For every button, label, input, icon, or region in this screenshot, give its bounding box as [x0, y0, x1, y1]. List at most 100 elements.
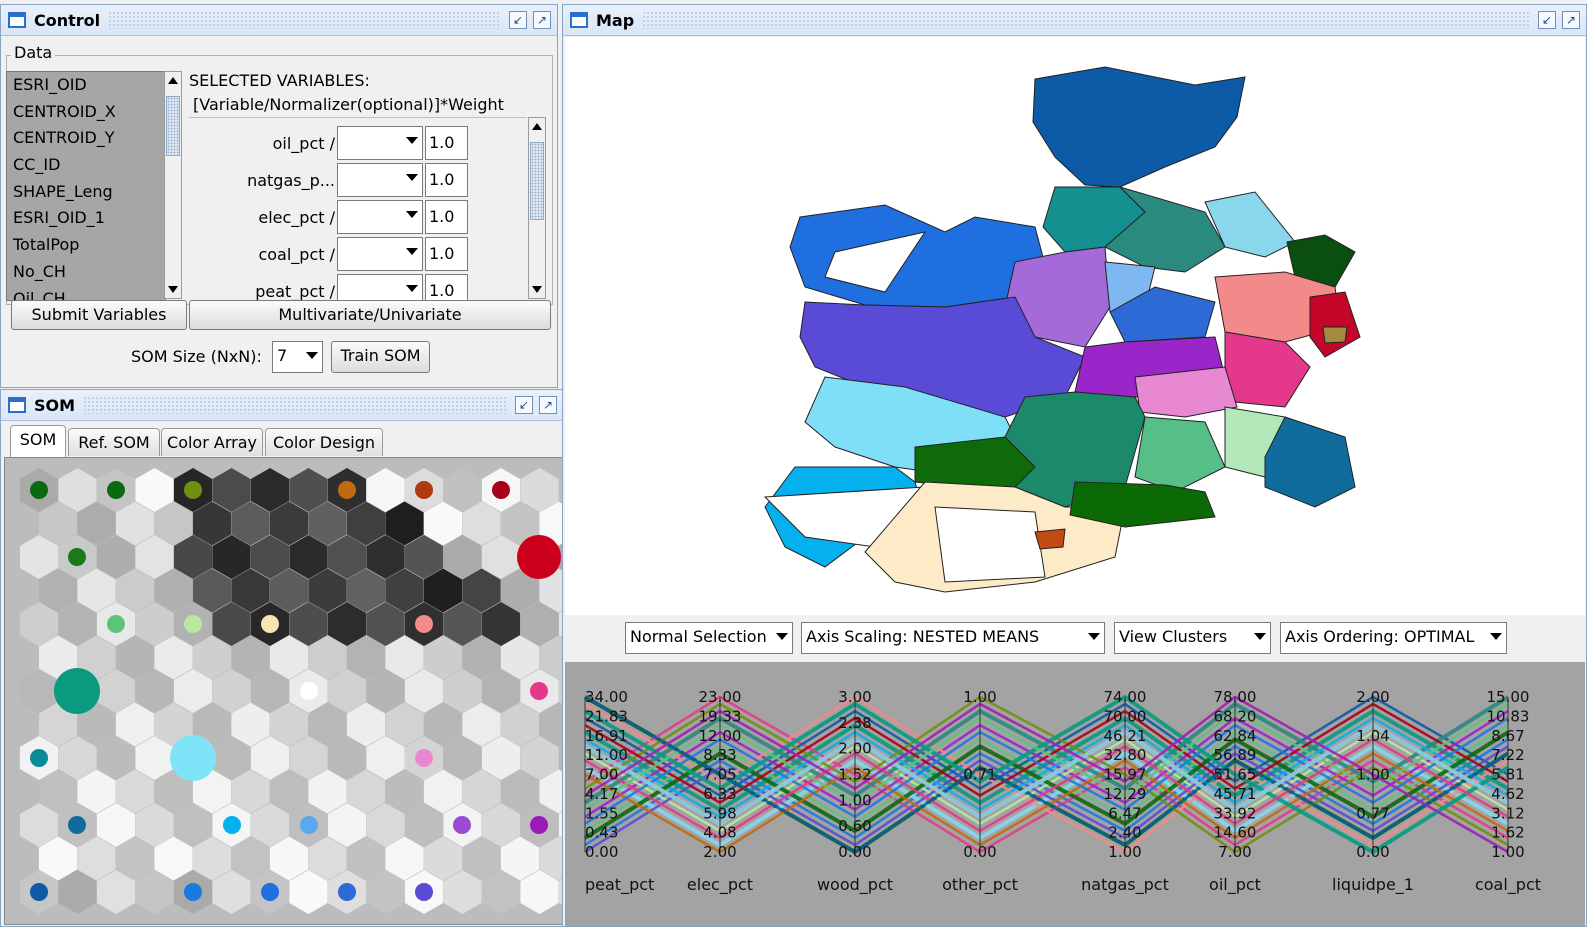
- som-node-marker[interactable]: [30, 481, 48, 499]
- som-cell[interactable]: [539, 635, 562, 680]
- som-cell[interactable]: [212, 468, 251, 512]
- normalizer-select[interactable]: [337, 126, 423, 160]
- axis-ordering-select[interactable]: Axis Ordering: OPTIMAL: [1280, 622, 1507, 654]
- som-node-marker[interactable]: [30, 883, 48, 901]
- som-cell[interactable]: [558, 669, 562, 713]
- scroll-up-icon[interactable]: [532, 123, 542, 130]
- pcp-axis-label[interactable]: other_pct: [942, 875, 1018, 895]
- som-cell[interactable]: [58, 870, 97, 914]
- som-cell[interactable]: [115, 501, 155, 546]
- som-cell[interactable]: [96, 803, 136, 847]
- som-cell[interactable]: [520, 736, 559, 780]
- pcp-series-line[interactable]: [584, 737, 1509, 840]
- som-cell[interactable]: [19, 535, 59, 579]
- pcp-axis-label[interactable]: oil_pct: [1209, 875, 1261, 895]
- som-cell[interactable]: [423, 769, 463, 814]
- som-cell[interactable]: [269, 702, 309, 747]
- minimize-icon[interactable]: ↙: [515, 396, 533, 414]
- pcp-axis-label[interactable]: natgas_pct: [1081, 875, 1169, 895]
- train-som-button[interactable]: Train SOM: [331, 341, 430, 373]
- som-cell[interactable]: [173, 535, 213, 579]
- som-cell[interactable]: [385, 769, 424, 814]
- som-cell[interactable]: [154, 702, 193, 747]
- som-cell[interactable]: [500, 635, 540, 680]
- som-cell[interactable]: [135, 602, 174, 646]
- som-cell[interactable]: [154, 836, 193, 881]
- variable-item[interactable]: CENTROID_Y: [13, 128, 115, 148]
- som-cell[interactable]: [404, 535, 444, 579]
- pcp-series-line[interactable]: [584, 751, 1509, 854]
- som-node-marker[interactable]: [30, 749, 48, 767]
- som-cell[interactable]: [481, 736, 521, 780]
- variable-item[interactable]: SHAPE_Leng: [13, 181, 113, 201]
- som-cell[interactable]: [539, 501, 562, 546]
- som-cell[interactable]: [385, 501, 424, 546]
- som-cell[interactable]: [77, 568, 116, 613]
- variable-item[interactable]: CENTROID_X: [13, 101, 116, 121]
- som-cell[interactable]: [250, 535, 290, 579]
- minimize-icon[interactable]: ↙: [509, 11, 527, 29]
- som-cell[interactable]: [366, 736, 405, 780]
- som-cell[interactable]: [38, 836, 78, 881]
- som-cell[interactable]: [135, 870, 174, 914]
- som-cell[interactable]: [558, 870, 562, 914]
- map-region[interactable]: [1034, 528, 1066, 550]
- variable-item[interactable]: TotalPop: [13, 235, 80, 255]
- pcp-axis-label[interactable]: elec_pct: [687, 875, 753, 895]
- pcp-svg[interactable]: 34.0021.8316.9111.007.004.171.550.430.00…: [565, 662, 1585, 926]
- som-cell[interactable]: [135, 468, 174, 512]
- map-region[interactable]: [1069, 481, 1216, 528]
- som-node-marker[interactable]: [530, 816, 548, 834]
- som-cell[interactable]: [366, 535, 405, 579]
- weight-input[interactable]: 1.0: [425, 274, 468, 300]
- som-cell[interactable]: [77, 501, 116, 546]
- pcp-series-line[interactable]: [584, 694, 1510, 855]
- som-cell[interactable]: [346, 769, 386, 814]
- som-cell[interactable]: [404, 803, 444, 847]
- map-region[interactable]: [1032, 66, 1246, 188]
- som-cell[interactable]: [77, 702, 116, 747]
- submit-variables-button[interactable]: Submit Variables: [11, 300, 187, 330]
- som-cell[interactable]: [38, 635, 78, 680]
- som-cell[interactable]: [212, 736, 251, 780]
- som-cell[interactable]: [346, 635, 386, 680]
- maximize-icon[interactable]: ↗: [533, 11, 551, 29]
- normalizer-select[interactable]: [337, 237, 423, 271]
- variable-item[interactable]: Oil_CH: [13, 288, 66, 301]
- tab-ref-som[interactable]: Ref. SOM: [68, 428, 160, 456]
- map-region[interactable]: [1204, 191, 1296, 258]
- som-cell[interactable]: [96, 870, 136, 914]
- weight-input[interactable]: 1.0: [425, 237, 468, 271]
- som-cell[interactable]: [462, 501, 501, 546]
- parallel-coordinates-plot[interactable]: 34.00 21.83 16.91 11.00 7.00 4.17 1.55 0.43 0.00…: [565, 662, 1585, 926]
- som-cell[interactable]: [58, 736, 97, 780]
- som-cell[interactable]: [443, 535, 482, 579]
- selection-mode-select[interactable]: Normal Selection: [625, 622, 793, 654]
- som-cell[interactable]: [443, 669, 482, 713]
- som-node-marker[interactable]: [261, 883, 279, 901]
- som-cell[interactable]: [250, 736, 290, 780]
- som-cell[interactable]: [192, 501, 232, 546]
- pcp-series-line[interactable]: [584, 695, 1509, 854]
- som-cell[interactable]: [135, 803, 174, 847]
- som-cell[interactable]: [154, 501, 193, 546]
- som-cell[interactable]: [308, 635, 347, 680]
- som-cell[interactable]: [327, 736, 367, 780]
- maximize-icon[interactable]: ↗: [539, 396, 557, 414]
- som-cell[interactable]: [462, 702, 501, 747]
- som-hex-grid[interactable]: [5, 458, 562, 924]
- map-region[interactable]: [1322, 326, 1348, 344]
- som-cell[interactable]: [308, 501, 347, 546]
- som-node-marker[interactable]: [415, 481, 433, 499]
- som-cell[interactable]: [212, 535, 251, 579]
- som-cell[interactable]: [192, 568, 232, 613]
- pcp-series-line[interactable]: [584, 722, 1509, 827]
- som-cell[interactable]: [212, 669, 251, 713]
- som-cell[interactable]: [308, 769, 347, 814]
- som-cell[interactable]: [231, 769, 270, 814]
- som-cell[interactable]: [385, 836, 424, 881]
- som-node-marker[interactable]: [68, 816, 86, 834]
- minimize-icon[interactable]: ↙: [1538, 11, 1556, 29]
- som-node-marker[interactable]: [338, 481, 356, 499]
- som-cell[interactable]: [154, 568, 193, 613]
